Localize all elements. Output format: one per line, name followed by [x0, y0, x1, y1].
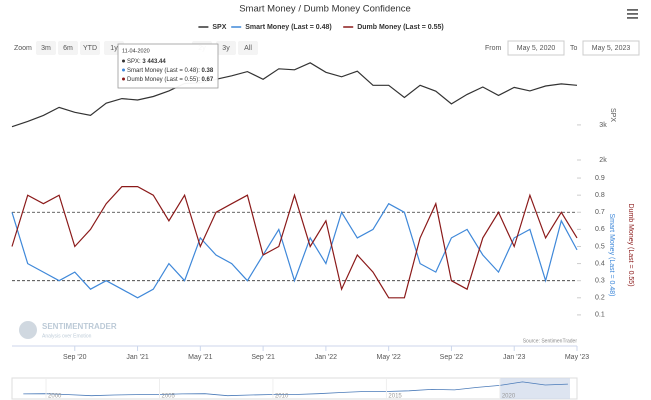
y2-tick-label: 0.5 — [595, 243, 605, 250]
tooltip: 11-04-2020 SPX: 3 443.44 Smart Money (Last… — [117, 43, 219, 89]
y2-axis-title: Smart Money (Last = 0.48) — [608, 213, 615, 296]
series-line — [11, 62, 578, 128]
zoom-button-bg — [36, 41, 56, 55]
y2-tick-label: 0.9 — [595, 175, 605, 182]
to-value: May 5, 2023 — [592, 45, 631, 52]
x-tick-label: Sep '22 — [440, 354, 464, 361]
tooltip-row: Dumb Money (Last = 0.55): 0.67 — [127, 77, 214, 83]
zoom-button[interactable]: All — [238, 41, 258, 55]
logo-name: SENTIMENTRADER — [42, 322, 117, 331]
y2-axis-title: Dumb Money (Last = 0.55) — [627, 203, 634, 286]
logo-mark — [19, 321, 37, 339]
legend-label: SPX — [212, 24, 226, 31]
tooltip-row-value: 3 443.44 — [142, 59, 166, 65]
tooltip-row: Smart Money (Last = 0.48): 0.38 — [127, 68, 214, 74]
navigator-tick-label: 2000 — [48, 394, 62, 400]
tooltip-row-label: Smart Money (Last = 0.48): — [127, 68, 202, 74]
tooltip-bullet — [122, 68, 125, 72]
zoom-button-bg — [58, 41, 78, 55]
navigator-tick-label: 2005 — [161, 394, 175, 400]
y2-tick-label: 0.1 — [595, 312, 605, 319]
from-input[interactable] — [507, 40, 565, 56]
navigator-line — [23, 381, 568, 397]
y2-tick-label: 0.4 — [595, 260, 605, 267]
zoom-button-label: All — [244, 45, 252, 52]
navigator-tick-label: 2010 — [275, 394, 289, 400]
x-tick-label: Jan '23 — [503, 354, 525, 361]
y2-tick-label: 0.7 — [595, 209, 605, 216]
tooltip-bullet — [122, 59, 125, 63]
y-tick-label: 2k — [599, 157, 607, 164]
tooltip-row: SPX: 3 443.44 — [127, 59, 166, 65]
zoom-button-bg — [216, 41, 236, 55]
zoom-button-label: 1y — [110, 45, 118, 52]
y-tick-label: 3k — [599, 122, 607, 129]
x-tick-label: Jan '22 — [315, 354, 337, 361]
to-label: To — [570, 45, 578, 52]
y-axis-title: SPX — [609, 108, 616, 122]
from-label: From — [485, 45, 502, 52]
navigator-tick-label: 2015 — [388, 394, 402, 400]
logo: SENTIMENTRADER Analysis over Emotion — [19, 321, 117, 339]
zoom-button-bg — [238, 41, 258, 55]
navigator-selection[interactable] — [500, 378, 570, 399]
zoom-button[interactable]: YTD — [80, 41, 100, 55]
tooltip-row-value: 0.38 — [202, 68, 214, 74]
series-line — [11, 202, 578, 299]
to-input[interactable] — [582, 40, 640, 56]
tooltip-box — [117, 43, 219, 89]
zoom-label: Zoom — [14, 45, 32, 52]
zoom-button[interactable]: 3y — [216, 41, 236, 55]
zoom-button[interactable]: 3m — [36, 41, 56, 55]
x-tick-label: May '23 — [565, 354, 589, 361]
x-tick-label: May '22 — [377, 354, 401, 361]
legend-label: Dumb Money (Last = 0.55) — [357, 24, 444, 31]
y2-tick-label: 0.8 — [595, 192, 605, 199]
x-tick-label: Sep '21 — [251, 354, 275, 361]
y2-tick-label: 0.6 — [595, 226, 605, 233]
credit: Source: SentimenTrader — [523, 338, 578, 344]
series-line — [11, 186, 578, 299]
from-value: May 5, 2020 — [517, 45, 556, 52]
tooltip-row-value: 0.67 — [202, 77, 214, 83]
x-tick-label: Jan '21 — [126, 354, 148, 361]
y2-tick-label: 0.2 — [595, 295, 605, 302]
zoom-button-bg — [80, 41, 100, 55]
chart-title: Smart Money / Dumb Money Confidence — [239, 4, 411, 15]
x-tick-label: May '21 — [188, 354, 212, 361]
navigator[interactable] — [11, 377, 578, 400]
x-tick-label: Sep '20 — [63, 354, 87, 361]
navigator-tick-label: 2020 — [502, 394, 516, 400]
tooltip-row-label: SPX: — [127, 59, 142, 65]
zoom-button-label: 3m — [41, 45, 51, 52]
y2-tick-label: 0.3 — [595, 278, 605, 285]
zoom-button[interactable]: 6m — [58, 41, 78, 55]
tooltip-row-label: Dumb Money (Last = 0.55): — [127, 77, 202, 83]
menu-icon[interactable] — [627, 9, 638, 19]
logo-tagline: Analysis over Emotion — [42, 333, 92, 339]
tooltip-date: 11-04-2020 — [122, 48, 150, 54]
zoom-button-label: 3y — [222, 45, 230, 52]
tooltip-bullet — [122, 77, 125, 81]
legend-label: Smart Money (Last = 0.48) — [245, 24, 332, 31]
zoom-button-label: YTD — [83, 45, 97, 52]
zoom-button-label: 6m — [63, 45, 73, 52]
